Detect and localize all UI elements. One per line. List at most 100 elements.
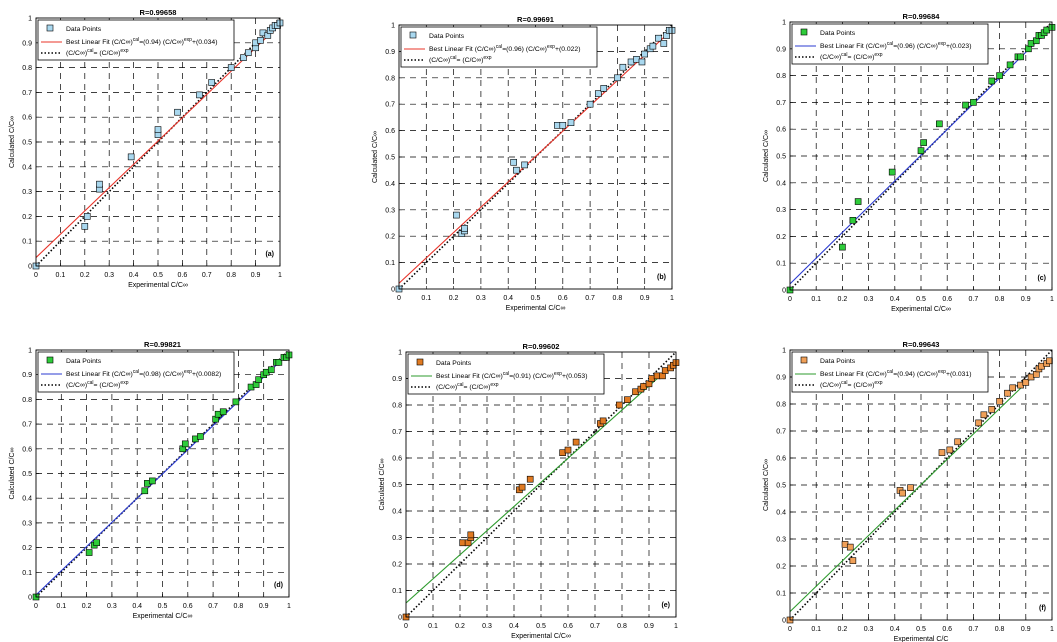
data-point [649, 42, 657, 50]
fit-line [399, 29, 672, 284]
chart-title: R=0.99821 [144, 340, 181, 349]
x-tick-label: 0.3 [476, 295, 486, 302]
legend-box [791, 23, 989, 65]
data-point [938, 449, 946, 456]
y-tick-label: 0.2 [22, 214, 32, 221]
data-point [655, 34, 662, 42]
y-tick-label: 0.7 [385, 102, 395, 109]
data-point [141, 487, 149, 495]
x-tick-label: 0.2 [80, 272, 90, 279]
data-point [572, 438, 580, 446]
data-point [653, 372, 661, 380]
data-point [85, 549, 93, 556]
y-tick-label: 0.9 [392, 376, 402, 383]
y-tick-label: 0.4 [392, 509, 402, 516]
y-tick-label: 0.4 [22, 496, 32, 503]
y-tick-label: 0.5 [22, 140, 32, 147]
y-tick-label: 0.9 [776, 375, 786, 382]
x-tick-label: 1 [674, 623, 678, 630]
data-point [624, 396, 631, 404]
x-tick-label: 0.9 [251, 272, 261, 279]
data-point [154, 126, 162, 133]
y-tick-label: 1 [782, 348, 786, 355]
data-point [467, 531, 475, 539]
data-point [920, 139, 927, 146]
data-point [197, 433, 204, 440]
data-point [1022, 379, 1030, 386]
fit-line [36, 352, 289, 596]
x-tick-label: 0.3 [864, 296, 874, 303]
x-tick-label: 0.8 [613, 295, 623, 302]
data-point [641, 50, 649, 58]
data-point [594, 90, 602, 97]
y-tick-label: 1 [28, 348, 32, 355]
y-tick-label: 0.1 [22, 239, 32, 246]
x-tick-label: 0.1 [56, 603, 66, 610]
chart-title: R=0.99643 [903, 340, 940, 349]
data-point [461, 224, 468, 232]
data-point [1046, 357, 1053, 365]
x-tick-label: 0.2 [82, 603, 92, 610]
y-tick-label: 0.8 [22, 65, 32, 72]
panel-label: (e) [661, 602, 670, 609]
x-tick-label: 0 [788, 296, 792, 303]
data-point [970, 99, 977, 106]
identity-line [36, 350, 289, 597]
y-tick-label: 0.6 [776, 456, 786, 463]
legend-entry-fit: Best Linear Fit (C/C∞)cal=(0.96) (C/C∞)e… [820, 41, 971, 50]
x-tick-label: 0.4 [129, 272, 139, 279]
y-tick-label: 0.7 [22, 422, 32, 429]
y-tick-label: 0.3 [385, 207, 395, 214]
x-tick-label: 0.3 [482, 623, 492, 630]
y-tick-label: 0.8 [385, 75, 395, 82]
legend-marker-data [409, 31, 417, 39]
x-tick-label: 0 [404, 623, 408, 630]
data-point [196, 91, 203, 99]
x-tick-label: 0.1 [421, 295, 431, 302]
y-tick-label: 0.7 [392, 429, 402, 436]
y-tick-label: 0.2 [385, 234, 395, 241]
legend-marker-data [46, 356, 54, 364]
legend-entry-data: Data Points [820, 358, 856, 365]
data-point [1017, 53, 1024, 61]
x-tick-label: 1 [278, 272, 282, 279]
y-tick-label: 0 [28, 264, 32, 271]
chart-panel-0: 0 0.1 0.2 0.3 0.4 0.5 0.6 0.7 0.8 0.9 1 0 0.1 0.2 0.3 0… [9, 8, 284, 289]
data-point [567, 119, 575, 126]
data-point [640, 383, 647, 390]
y-tick-label: 0.4 [22, 164, 32, 171]
legend-marker-data [800, 28, 808, 36]
panel-label: (c) [1037, 275, 1046, 282]
x-tick-label: 0 [788, 626, 792, 633]
data-point [149, 477, 156, 485]
legend-entry-identity: (C/C∞)cal= (C/C∞)exp [820, 52, 883, 61]
x-tick-label: 0.9 [640, 295, 650, 302]
x-tick-label: 0.5 [158, 603, 168, 610]
legend-box [791, 351, 989, 393]
identity-line [406, 352, 676, 617]
x-tick-label: 0.5 [916, 626, 926, 633]
x-tick-label: 0.6 [563, 623, 573, 630]
data-point [267, 366, 275, 374]
chart-title: R=0.99684 [903, 12, 941, 21]
x-tick-label: 0 [34, 272, 38, 279]
legend-entry-identity: (C/C∞)cal= (C/C∞)exp [429, 55, 492, 64]
y-tick-label: 0.7 [776, 429, 786, 436]
data-point [518, 483, 526, 491]
legend-entry-identity: (C/C∞)cal= (C/C∞)exp [66, 48, 129, 57]
y-tick-label: 1 [28, 16, 32, 23]
data-point [1009, 384, 1017, 392]
x-tick-label: 0.4 [890, 626, 900, 633]
y-axis-label: Calculated C/C∞ [763, 130, 770, 182]
x-tick-label: 0.1 [811, 626, 821, 633]
x-tick-label: 0.3 [864, 626, 874, 633]
x-tick-label: 0.5 [536, 623, 546, 630]
x-tick-label: 0.6 [183, 603, 193, 610]
data-point [586, 100, 594, 108]
y-tick-label: 0 [782, 618, 786, 625]
y-tick-label: 0.9 [385, 49, 395, 56]
data-point [83, 213, 91, 220]
data-point [846, 543, 854, 551]
y-tick-label: 0.8 [392, 403, 402, 410]
